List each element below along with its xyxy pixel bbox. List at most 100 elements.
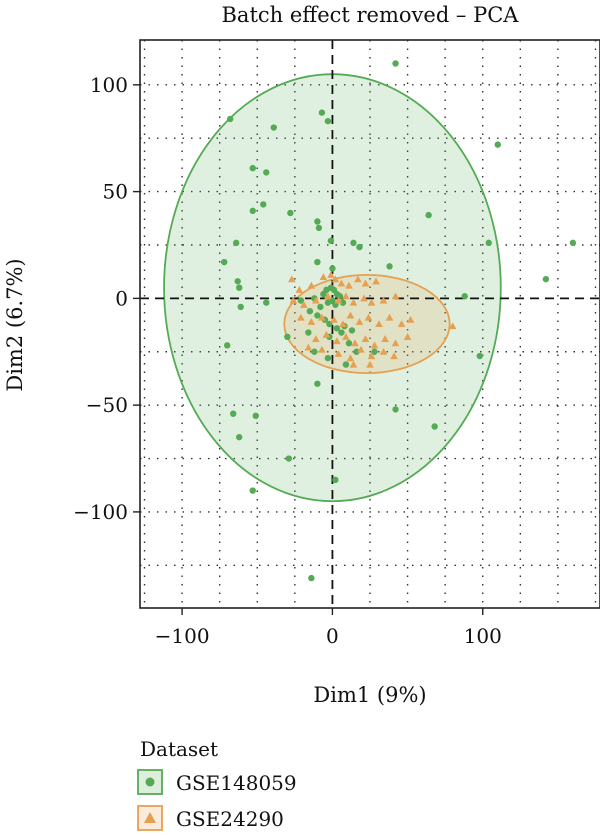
- data-point: [406, 315, 415, 323]
- data-point: [375, 320, 383, 328]
- data-point: [367, 352, 376, 360]
- x-tick-label: 100: [464, 624, 502, 648]
- y-tick-label: −50: [86, 393, 128, 417]
- data-point: [333, 325, 341, 332]
- data-point: [304, 343, 313, 351]
- series-gse24290: [288, 271, 457, 368]
- data-point: [327, 271, 335, 278]
- data-point: [379, 347, 388, 355]
- legend: Dataset GSE148059 GSE24290: [137, 737, 297, 831]
- data-point: [357, 345, 365, 353]
- data-point: [318, 345, 326, 353]
- ellipse-gse24290: [283, 273, 451, 375]
- data-point: [403, 333, 412, 340]
- y-tick-label: 100: [90, 73, 128, 97]
- data-point: [476, 352, 483, 360]
- data-point: [361, 335, 370, 342]
- data-point: [351, 339, 359, 347]
- data-point: [314, 218, 321, 225]
- legend-marker-circle: [145, 777, 155, 787]
- data-point: [318, 109, 326, 116]
- data-point: [346, 311, 355, 319]
- data-point: [284, 333, 291, 341]
- data-point: [346, 354, 355, 362]
- y-tick-label: 50: [103, 180, 128, 204]
- data-point: [329, 265, 336, 272]
- data-point: [397, 320, 406, 328]
- data-point: [233, 239, 240, 247]
- data-point: [334, 350, 343, 357]
- data-point: [324, 354, 332, 362]
- data-point: [339, 320, 347, 328]
- data-point: [285, 455, 293, 462]
- data-point: [237, 303, 244, 311]
- y-tick-label: 0: [115, 286, 128, 310]
- data-point: [345, 340, 353, 347]
- zero-reference-lines: [140, 40, 600, 608]
- data-point: [348, 327, 356, 334]
- data-point: [494, 141, 501, 148]
- data-point: [287, 209, 294, 217]
- data-point: [425, 211, 432, 219]
- data-point: [431, 423, 438, 430]
- legend-entry-gse148059: GSE148059: [137, 769, 297, 795]
- data-point: [315, 224, 323, 232]
- data-point: [370, 341, 379, 349]
- data-point: [349, 298, 358, 306]
- data-point: [350, 239, 357, 247]
- data-point: [317, 303, 324, 311]
- data-point: [226, 115, 234, 123]
- data-point: [234, 278, 241, 285]
- data-point: [270, 124, 277, 131]
- data-point: [324, 117, 332, 125]
- legend-entry-gse24290: GSE24290: [137, 805, 284, 831]
- data-point: [305, 329, 312, 336]
- data-point: [331, 275, 340, 283]
- data-point: [342, 333, 350, 340]
- data-point: [386, 263, 393, 270]
- data-point: [263, 299, 270, 306]
- data-point: [334, 296, 343, 304]
- data-point: [288, 275, 296, 283]
- data-point: [371, 348, 378, 355]
- data-point: [319, 273, 328, 281]
- x-axis-ticks: −100 0 100: [155, 608, 502, 648]
- data-point: [223, 342, 231, 349]
- data-point: [356, 243, 363, 251]
- data-point: [485, 239, 492, 247]
- data-point: [311, 348, 318, 355]
- data-point: [330, 315, 338, 323]
- data-point: [349, 360, 358, 368]
- data-point: [314, 258, 321, 266]
- data-point: [353, 348, 360, 355]
- data-point: [307, 318, 316, 325]
- data-point: [249, 487, 256, 494]
- series-gse148059: [220, 60, 577, 582]
- data-point: [360, 294, 368, 302]
- data-point: [297, 297, 305, 304]
- data-point: [337, 279, 346, 287]
- data-point: [385, 313, 394, 321]
- data-point: [364, 313, 373, 321]
- data-point: [367, 298, 376, 306]
- data-point: [327, 237, 335, 244]
- y-axis-ticks: 100 50 0 −50 −100: [73, 73, 140, 524]
- plot-frame: [139, 39, 600, 609]
- data-point: [390, 352, 398, 360]
- x-tick-label: −100: [155, 624, 210, 648]
- data-point: [542, 275, 550, 283]
- data-point: [236, 284, 243, 291]
- data-point: [366, 360, 374, 368]
- data-point: [289, 296, 298, 304]
- x-tick-label: 0: [326, 624, 339, 648]
- data-point: [318, 313, 326, 321]
- data-point: [333, 337, 341, 345]
- data-point: [354, 275, 362, 283]
- data-point: [300, 300, 308, 308]
- legend-key: [137, 805, 163, 831]
- data-point: [355, 318, 364, 325]
- data-point: [249, 164, 256, 172]
- data-point: [342, 361, 350, 368]
- data-point: [372, 277, 380, 285]
